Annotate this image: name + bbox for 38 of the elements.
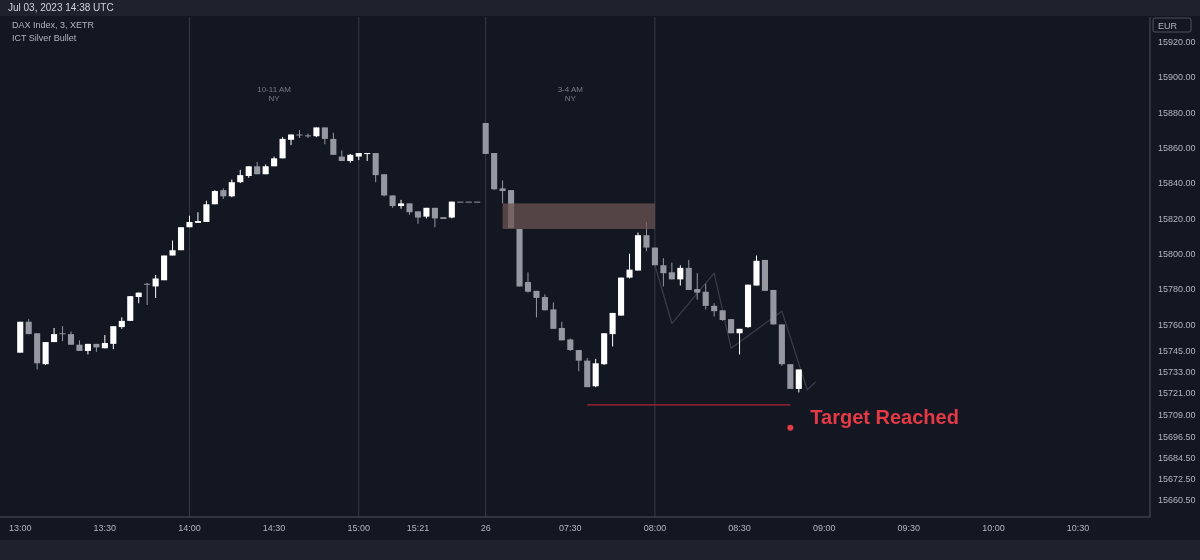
y-tick-label: 15709.00	[1158, 409, 1196, 420]
y-tick-label: 15840.00	[1158, 178, 1196, 189]
x-tick-label: 10:00	[982, 523, 1005, 533]
y-tick-label: 15733.00	[1158, 367, 1196, 378]
x-tick-label: 07:30	[559, 523, 582, 533]
y-tick-label: 15660.50	[1158, 495, 1196, 506]
text: Jul 03, 2023 14:38 UTC	[8, 2, 114, 13]
y-tick-label: 15672.50	[1158, 474, 1196, 485]
x-tick-label: 15:21	[406, 523, 430, 533]
y-tick-label: 15780.00	[1158, 284, 1196, 295]
y-tick-label: 15684.50	[1158, 452, 1196, 463]
text: ICT Silver Bullet	[12, 33, 77, 43]
y-tick-label: 15820.00	[1158, 213, 1196, 224]
x-tick-label: 26	[480, 523, 491, 533]
x-tick-label: 08:00	[643, 523, 667, 533]
x-tick-label: 08:30	[728, 523, 751, 533]
x-tick-label: 13:30	[93, 523, 117, 533]
y-tick-label: 15800.00	[1158, 248, 1196, 259]
x-tick-label: 15:00	[347, 523, 370, 533]
x-tick-label: 14:30	[262, 523, 286, 533]
y-tick-label: 15745.00	[1158, 346, 1196, 357]
chart-title: DAX Index, 3, XETR	[12, 20, 95, 30]
y-tick-label: 15900.00	[1158, 72, 1196, 83]
y-tick-label: 15880.00	[1158, 107, 1196, 118]
x-tick-label: 13:00	[8, 523, 32, 533]
y-tick-label: 15920.00	[1158, 36, 1196, 47]
x-tick-label: 14:00	[178, 523, 201, 533]
annotation: Target Reached	[810, 405, 959, 428]
annotation: 3-4 AM NY	[557, 85, 584, 103]
annotation: 10-11 AM NY	[257, 85, 292, 103]
x-tick-label: 10:30	[1066, 523, 1090, 533]
y-axis-title: EUR	[1158, 21, 1178, 31]
y-tick-label: 15860.00	[1158, 142, 1196, 153]
x-tick-label: 09:30	[897, 523, 921, 533]
y-tick-label: 15721.00	[1158, 388, 1196, 399]
y-tick-label: 15760.00	[1158, 319, 1196, 330]
y-tick-label: 15696.50	[1158, 431, 1196, 442]
x-tick-label: 09:00	[812, 523, 836, 533]
